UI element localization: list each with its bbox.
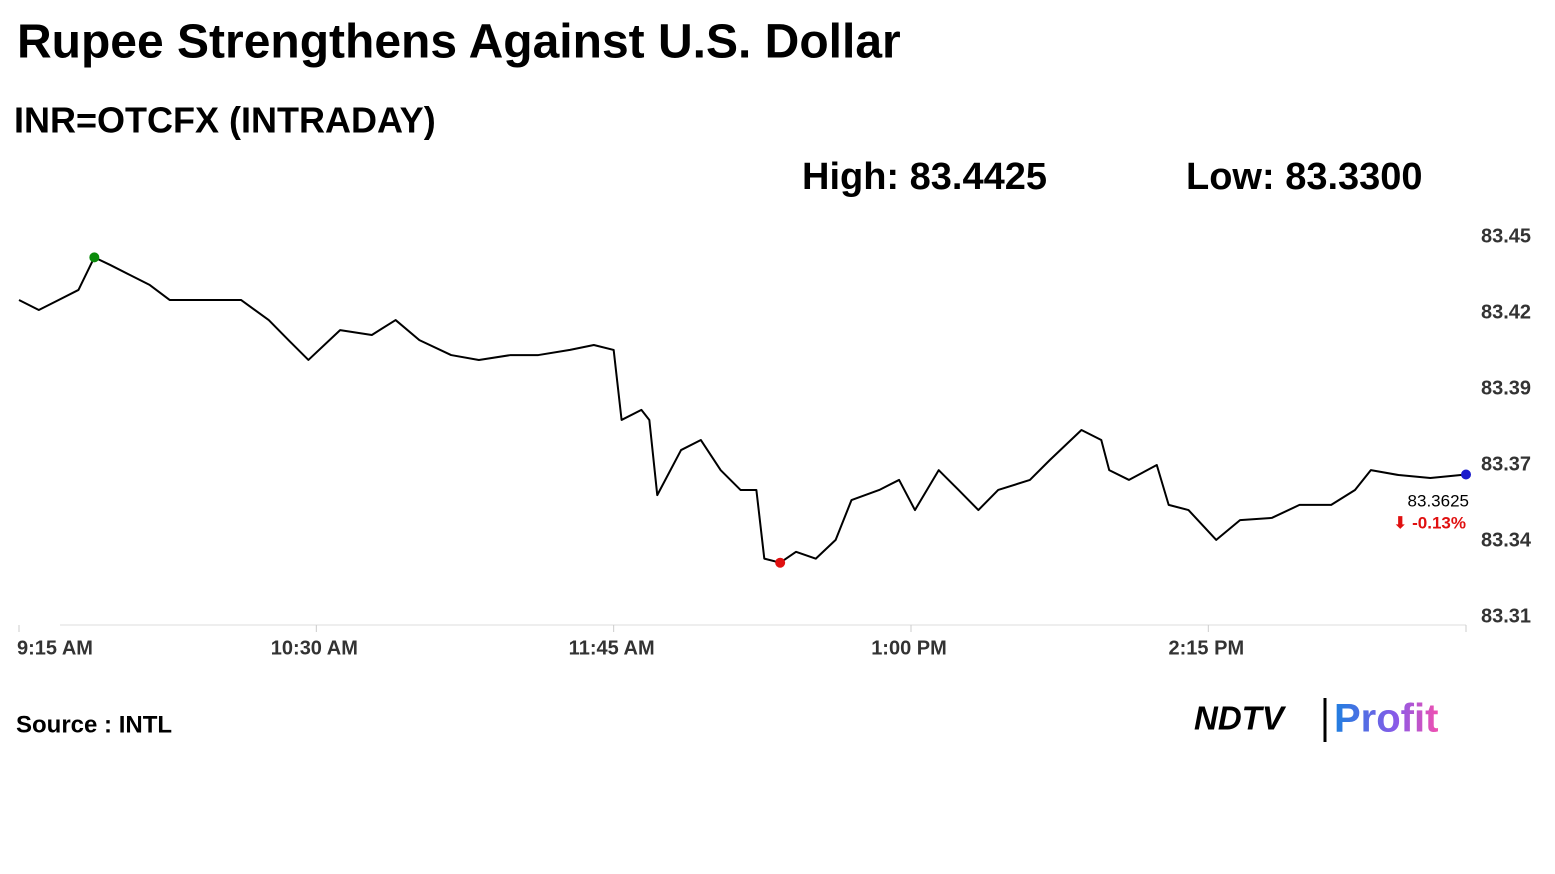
last-marker bbox=[1461, 469, 1471, 480]
logo-profit: Profit bbox=[1334, 697, 1438, 741]
source: Source : INTL bbox=[16, 711, 172, 738]
price-line bbox=[18, 256, 1467, 564]
x-tick-label: 1:00 PM bbox=[871, 637, 947, 659]
y-tick-label: 83.34 bbox=[1481, 529, 1532, 551]
change-label: ⬇ -0.13% bbox=[1393, 513, 1466, 532]
logo-ndtv: NDTV bbox=[1194, 700, 1287, 737]
chart-subtitle: INR=OTCFX (INTRADAY) bbox=[14, 100, 436, 141]
y-tick-label: 83.42 bbox=[1481, 301, 1531, 323]
y-tick-label: 83.39 bbox=[1481, 377, 1531, 399]
y-tick-label: 83.31 bbox=[1481, 605, 1531, 627]
x-tick-label: 2:15 PM bbox=[1169, 637, 1245, 659]
low-annotation: Low: 83.3300 bbox=[1186, 156, 1423, 198]
low-marker bbox=[775, 557, 786, 568]
x-tick-label: 11:45 AM bbox=[569, 637, 655, 659]
chart-title: Rupee Strengthens Against U.S. Dollar bbox=[17, 16, 901, 69]
y-tick-label: 83.45 bbox=[1481, 225, 1531, 247]
y-tick-label: 83.37 bbox=[1481, 453, 1531, 475]
last-value-label: 83.3625 bbox=[1408, 491, 1469, 510]
x-tick-label: 9:15 AM bbox=[17, 637, 93, 659]
high-annotation: High: 83.4425 bbox=[802, 156, 1047, 198]
high-marker bbox=[89, 252, 100, 263]
x-tick-label: 10:30 AM bbox=[271, 637, 358, 659]
